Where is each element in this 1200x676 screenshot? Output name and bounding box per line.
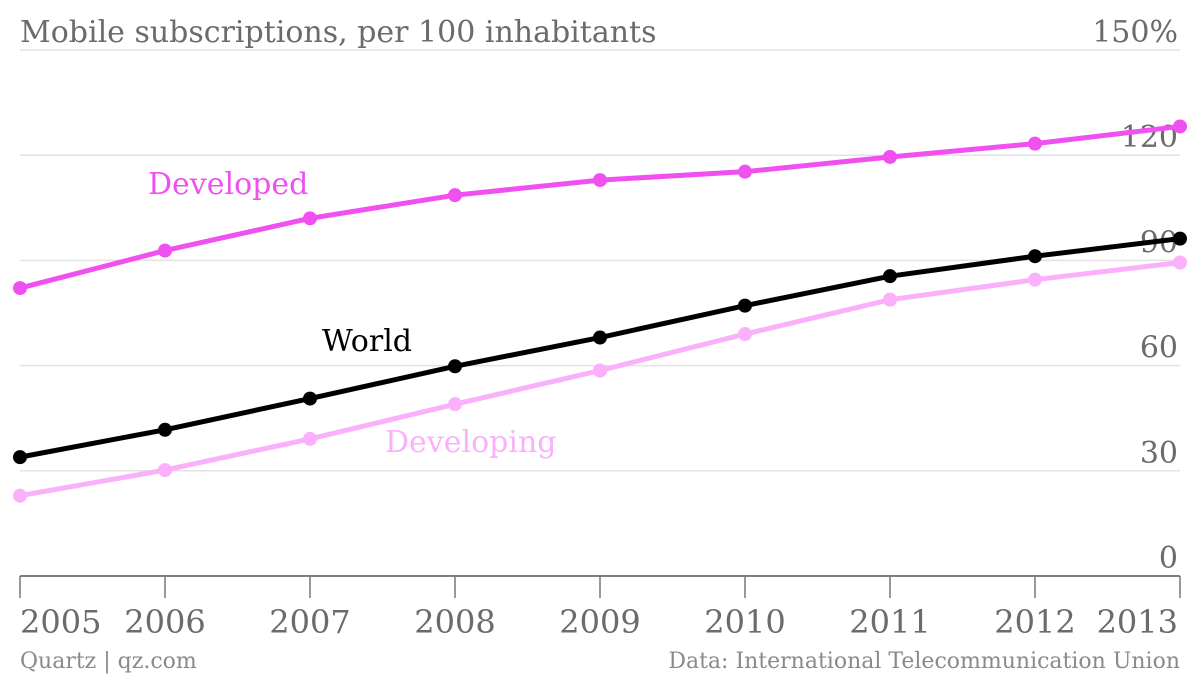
x-tick-label: 2011 xyxy=(849,603,930,641)
point-developing xyxy=(593,363,607,378)
y-tick-label: 60 xyxy=(1140,331,1178,366)
data-source: Data: International Telecommunication Un… xyxy=(668,649,1180,674)
line-developed xyxy=(19,123,1181,291)
series-label-developing: Developing xyxy=(385,425,557,460)
point-developed xyxy=(883,149,897,164)
series-developing xyxy=(13,255,1187,503)
point-world xyxy=(1028,249,1042,264)
point-developing xyxy=(303,431,317,446)
series-developed xyxy=(13,119,1187,296)
series-labels: Developed World Developing xyxy=(148,167,557,460)
point-world xyxy=(158,422,172,437)
point-developed xyxy=(1173,119,1187,134)
point-world xyxy=(303,391,317,406)
y-tick-label: 150% xyxy=(1092,15,1178,50)
point-developing xyxy=(448,397,462,412)
point-world xyxy=(1173,231,1187,246)
series-lines xyxy=(13,119,1187,503)
line-developing xyxy=(19,260,1181,499)
x-tick-label: 2009 xyxy=(559,603,640,641)
point-developed xyxy=(13,281,27,296)
source-credit: Quartz | qz.com xyxy=(20,649,197,674)
chart-title: Mobile subscriptions, per 100 inhabitant… xyxy=(20,15,657,50)
point-developing xyxy=(738,327,752,342)
y-tick-label: 30 xyxy=(1140,436,1178,471)
point-developing xyxy=(13,488,27,503)
x-tick-label: 2012 xyxy=(994,603,1075,641)
point-developed xyxy=(448,188,462,203)
point-developed xyxy=(738,164,752,179)
x-tick-label: 2006 xyxy=(124,603,205,641)
point-developed xyxy=(593,173,607,188)
point-developing xyxy=(1173,255,1187,270)
series-world xyxy=(13,231,1187,465)
point-developed xyxy=(1028,136,1042,151)
point-developing xyxy=(883,292,897,307)
point-developed xyxy=(158,243,172,258)
x-tick-label: 2008 xyxy=(414,603,495,641)
point-world xyxy=(883,269,897,284)
point-developing xyxy=(1028,272,1042,287)
point-developed xyxy=(303,211,317,226)
x-tick-label: 2005 xyxy=(20,603,101,641)
point-world xyxy=(13,450,27,465)
point-developing xyxy=(158,463,172,478)
point-world xyxy=(593,330,607,345)
point-world xyxy=(448,359,462,374)
series-label-developed: Developed xyxy=(148,167,308,202)
x-tick-label: 2010 xyxy=(704,603,785,641)
y-tick-label: 0 xyxy=(1159,541,1178,576)
x-tick-label: 2007 xyxy=(269,603,350,641)
x-axis-ticks: 2005 2006 2007 2008 2009 2010 2011 2012 2013 xyxy=(19,576,1181,641)
series-label-world: World xyxy=(322,324,412,359)
x-tick-label: 2013 xyxy=(1097,603,1178,641)
point-world xyxy=(738,298,752,313)
line-world xyxy=(19,236,1181,460)
gridlines xyxy=(20,49,1180,577)
